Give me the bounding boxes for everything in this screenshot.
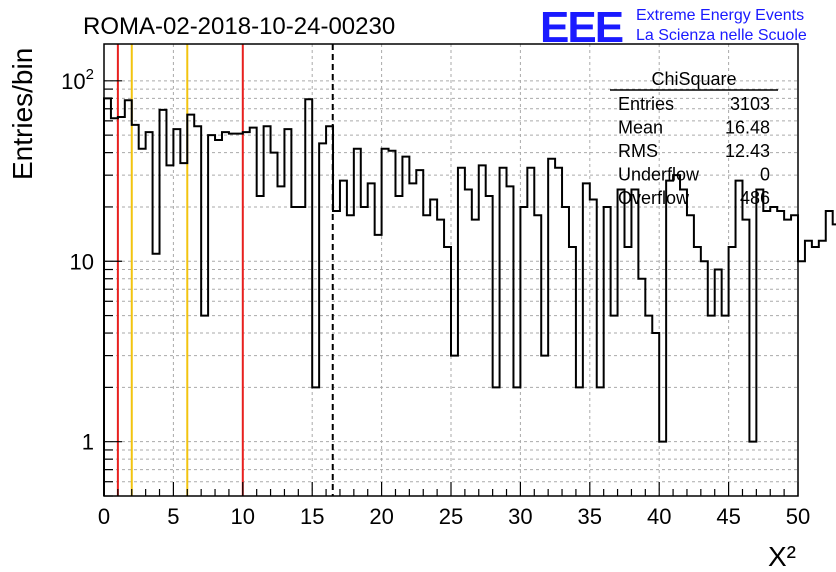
stats-row-value: 12.43 bbox=[725, 141, 770, 161]
eee-logo: EEE Extreme Energy Events La Scienza nel… bbox=[540, 3, 807, 52]
stats-title: ChiSquare bbox=[651, 69, 736, 89]
stats-row-value: 16.48 bbox=[725, 118, 770, 138]
stats-row-label: Entries bbox=[618, 94, 674, 114]
stats-box: ChiSquare Entries 3103 Mean 16.48 RMS 12.43 Un… bbox=[610, 69, 778, 208]
logo-line2-text: La Scienza nelle Scuole bbox=[636, 27, 807, 44]
stats-row-label: Underflow bbox=[618, 165, 700, 185]
logo-line1-text: Extreme Energy Events bbox=[636, 7, 804, 24]
x-tick-label: 50 bbox=[786, 504, 810, 529]
x-tick-label: 40 bbox=[647, 504, 671, 529]
chart-title: ROMA-02-2018-10-24-00230 bbox=[83, 13, 395, 40]
x-tick-label: 35 bbox=[578, 504, 602, 529]
y-tick-label: 10 bbox=[70, 249, 94, 274]
stats-row-value: 486 bbox=[740, 188, 770, 208]
x-tick-label: 25 bbox=[439, 504, 463, 529]
histogram-line bbox=[103, 97, 836, 496]
y-tick-label: 102 bbox=[61, 66, 94, 94]
axis-ticks: 0 5 10 15 20 25 30 35 40 45 50 1 10 102 bbox=[61, 66, 810, 529]
x-axis-label: X² bbox=[768, 541, 796, 572]
stats-row-label: Mean bbox=[618, 118, 663, 138]
x-tick-label: 20 bbox=[369, 504, 393, 529]
stats-row-label: RMS bbox=[618, 141, 658, 161]
x-tick-label: 10 bbox=[231, 504, 255, 529]
stats-row-value: 3103 bbox=[730, 94, 770, 114]
x-tick-label: 0 bbox=[98, 504, 110, 529]
grid-lines bbox=[104, 44, 798, 497]
stats-rows: Entries 3103 Mean 16.48 RMS 12.43 Underflow 0 Ov… bbox=[618, 94, 770, 208]
y-axis-label: Entries/bin bbox=[7, 48, 38, 180]
x-tick-label: 45 bbox=[716, 504, 740, 529]
x-tick-label: 15 bbox=[300, 504, 324, 529]
x-tick-label: 5 bbox=[167, 504, 179, 529]
y-tick-label: 1 bbox=[82, 430, 94, 455]
stats-row-value: 0 bbox=[760, 165, 770, 185]
stats-row-label: Overflow bbox=[618, 188, 690, 208]
x-tick-label: 30 bbox=[508, 504, 532, 529]
